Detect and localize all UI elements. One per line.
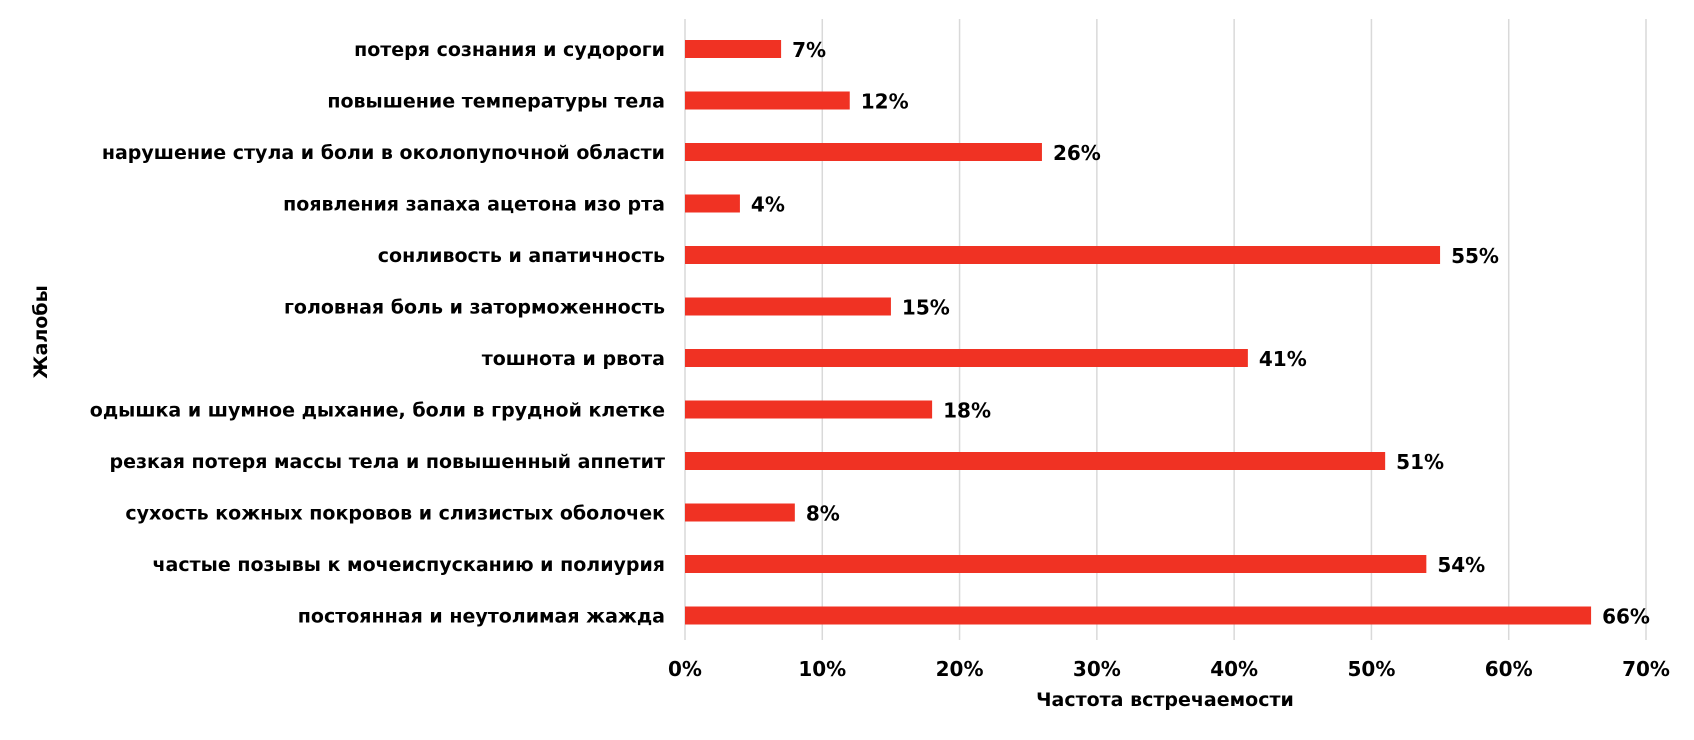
category-labels: потеря сознания и судороги повышение темп…: [90, 39, 665, 628]
y-axis-title: Жалобы: [30, 285, 52, 379]
x-tick-label: 60%: [1485, 657, 1533, 681]
x-tick-label: 50%: [1347, 657, 1395, 681]
data-label: 41%: [1259, 347, 1307, 371]
data-label: 26%: [1053, 141, 1101, 165]
bar: [685, 555, 1427, 573]
bar: [685, 91, 850, 110]
x-tick-label: 30%: [1073, 657, 1121, 681]
x-tick-label: 70%: [1622, 657, 1670, 681]
bar: [685, 452, 1386, 470]
value-labels: 7% 12% 26% 4% 55% 15% 41% 18% 51% 8% 54% 66%: [751, 38, 1650, 629]
bar: [685, 143, 1042, 161]
data-label: 66%: [1602, 605, 1650, 629]
bar: [685, 246, 1441, 264]
bar: [685, 194, 740, 213]
bar: [685, 40, 782, 58]
data-label: 55%: [1451, 244, 1499, 268]
category-label: потеря сознания и судороги: [354, 39, 665, 61]
category-label: резкая потеря массы тела и повышенный ап…: [109, 451, 665, 473]
data-label: 8%: [806, 502, 840, 526]
x-tick-labels: 0% 10% 20% 30% 40% 50% 60% 70%: [668, 657, 1670, 681]
data-label: 51%: [1396, 450, 1444, 474]
category-label: тошнота и рвота: [482, 348, 665, 370]
x-axis-title: Частота встречаемости: [1036, 689, 1294, 711]
category-label: постоянная и неутолимая жажда: [298, 606, 665, 628]
data-label: 7%: [792, 38, 826, 62]
category-label: одышка и шумное дыхание, боли в грудной …: [90, 400, 665, 422]
data-label: 15%: [902, 296, 950, 320]
category-label: появления запаха ацетона изо рта: [283, 194, 665, 216]
bar: [685, 606, 1592, 625]
x-tick-label: 0%: [668, 657, 702, 681]
bars: [685, 40, 1592, 625]
bar: [685, 400, 933, 419]
data-label: 4%: [751, 193, 785, 217]
category-label: сонливость и апатичность: [378, 245, 665, 267]
category-label: сухость кожных покровов и слизистых обол…: [125, 503, 665, 525]
bar: [685, 503, 795, 522]
category-label: частые позывы к мочеиспусканию и полиури…: [153, 554, 666, 576]
gridlines: [684, 19, 1647, 640]
category-label: нарушение стула и боли в околопупочной о…: [102, 142, 665, 164]
x-tick-label: 40%: [1210, 657, 1258, 681]
category-label: повышение температуры тела: [327, 91, 665, 113]
data-label: 12%: [861, 90, 909, 114]
x-tick-label: 20%: [936, 657, 984, 681]
data-label: 54%: [1437, 553, 1485, 577]
x-tick-label: 10%: [798, 657, 846, 681]
bar: [685, 297, 891, 316]
data-label: 18%: [943, 399, 991, 423]
category-label: головная боль и заторможенность: [284, 297, 665, 319]
bar: [685, 349, 1248, 367]
